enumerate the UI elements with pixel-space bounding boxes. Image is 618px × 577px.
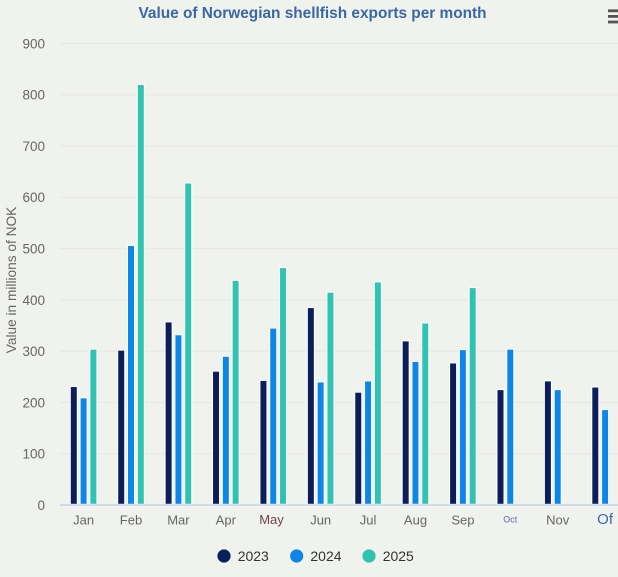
svg-text:Aug: Aug xyxy=(404,513,427,528)
svg-text:Oct: Oct xyxy=(503,515,518,525)
svg-text:400: 400 xyxy=(22,293,45,308)
svg-text:200: 200 xyxy=(22,395,45,410)
svg-text:Of: Of xyxy=(597,511,614,528)
svg-text:Nov: Nov xyxy=(546,513,570,528)
svg-text:2024: 2024 xyxy=(310,548,341,564)
svg-text:Apr: Apr xyxy=(216,513,237,528)
svg-text:2023: 2023 xyxy=(238,548,269,564)
svg-text:Feb: Feb xyxy=(120,513,142,528)
svg-text:0: 0 xyxy=(37,498,45,513)
svg-text:Value in millions of NOK: Value in millions of NOK xyxy=(4,207,19,354)
svg-text:500: 500 xyxy=(22,242,45,257)
svg-text:300: 300 xyxy=(22,344,45,359)
svg-text:Mar: Mar xyxy=(167,513,190,528)
svg-text:800: 800 xyxy=(22,88,45,103)
svg-text:Value of Norwegian shellfish e: Value of Norwegian shellfish exports per… xyxy=(138,5,486,22)
svg-text:Jan: Jan xyxy=(73,513,94,528)
svg-text:2025: 2025 xyxy=(383,548,414,564)
svg-text:100: 100 xyxy=(22,447,45,462)
svg-text:600: 600 xyxy=(22,190,45,205)
svg-text:Jun: Jun xyxy=(310,513,331,528)
svg-text:May: May xyxy=(259,512,284,527)
svg-text:Sep: Sep xyxy=(451,513,474,528)
svg-text:700: 700 xyxy=(22,139,45,154)
svg-text:Jul: Jul xyxy=(360,513,377,528)
svg-text:900: 900 xyxy=(22,36,45,51)
